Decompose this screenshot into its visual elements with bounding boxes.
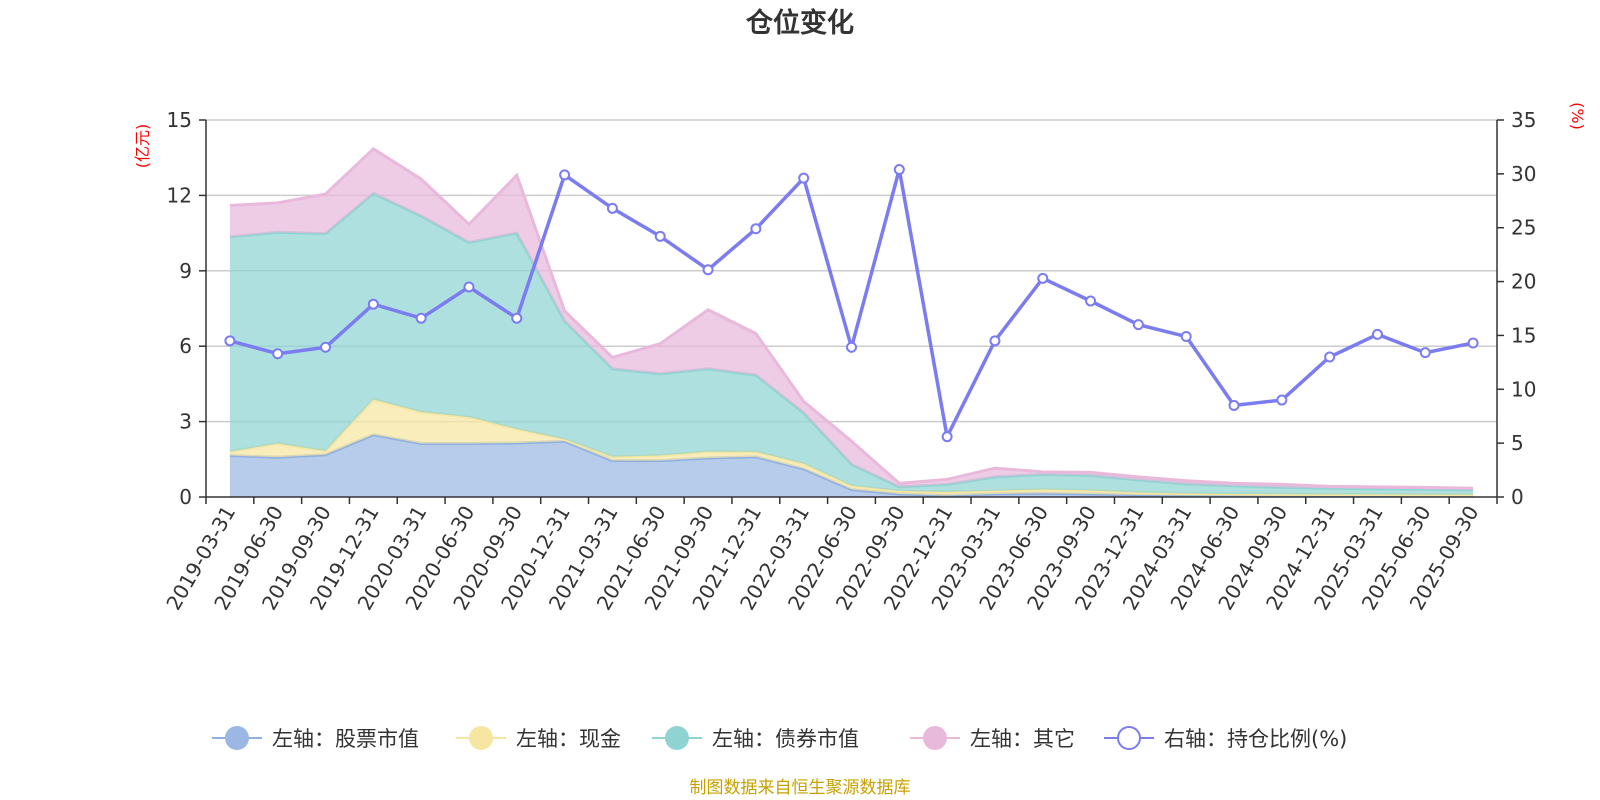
legend-label: 左轴：其它	[970, 727, 1075, 751]
chart-title: 仓位变化	[745, 7, 854, 39]
ratio-point	[893, 164, 905, 176]
ratio-point	[367, 298, 379, 310]
ratio-point	[1324, 351, 1336, 363]
ratio-point	[559, 169, 571, 181]
stacked-areas	[229, 147, 1474, 498]
ratio-point	[941, 431, 953, 443]
ratio-point	[1132, 319, 1144, 331]
ratio-point	[1467, 337, 1479, 349]
source-note: 制图数据来自恒生聚源数据库	[690, 778, 911, 798]
ratio-point	[1371, 328, 1383, 340]
right-axis-tick-label: 30	[1511, 162, 1536, 186]
area-series-3	[229, 193, 1474, 495]
right-axis-tick-label: 25	[1511, 216, 1536, 240]
legend-label: 右轴：持仓比例(%)	[1164, 727, 1347, 751]
area-series-1	[229, 434, 1474, 497]
ratio-point	[224, 335, 236, 347]
legend-swatch	[469, 726, 493, 750]
ratio-point	[1276, 394, 1288, 406]
legend-label: 左轴：债券市值	[712, 727, 859, 751]
left-axis-unit: (亿元)	[133, 124, 152, 169]
ratio-point	[798, 172, 810, 184]
ratio-point	[1419, 347, 1431, 359]
right-axis-tick-label: 0	[1511, 485, 1524, 509]
right-axis-tick-label: 35	[1511, 108, 1536, 132]
ratio-point	[1228, 399, 1240, 411]
area-series-4-edge	[229, 147, 1474, 490]
legend-label: 左轴：股票市值	[272, 727, 419, 751]
legend: 左轴：股票市值 左轴：现金 左轴：债券市值 左轴：其它 右轴：持仓比例(%)	[212, 726, 1347, 751]
right-axis-unit: (%)	[1568, 102, 1587, 130]
ratio-point	[1085, 295, 1097, 307]
legend-label: 左轴：现金	[516, 727, 621, 751]
ratio-point	[654, 230, 666, 242]
left-axis-tick-label: 0	[179, 485, 192, 509]
ratio-point	[989, 335, 1001, 347]
left-axis-tick-label: 6	[179, 334, 192, 358]
ratio-point	[750, 223, 762, 235]
ratio-point	[702, 264, 714, 276]
right-axis-tick-label: 20	[1511, 270, 1536, 294]
right-axis-tick-label: 15	[1511, 323, 1536, 347]
ratio-point	[320, 341, 332, 353]
left-axis-tick-label: 12	[167, 183, 192, 207]
ratio-point	[511, 312, 523, 324]
legend-swatch	[225, 726, 249, 750]
area-series-4	[229, 148, 1474, 490]
legend-item-5: 右轴：持仓比例(%)	[1104, 726, 1347, 751]
ratio-point	[1180, 331, 1192, 343]
ratio-point	[606, 202, 618, 214]
legend-item-4: 左轴：其它	[910, 726, 1075, 751]
legend-swatch	[923, 726, 947, 750]
legend-item-2: 左轴：现金	[456, 726, 621, 751]
left-axis-tick-label: 9	[179, 259, 192, 283]
ratio-point	[846, 341, 857, 353]
ratio-point	[463, 281, 475, 293]
left-axis-tick-label: 3	[179, 410, 192, 434]
holding-ratio-line	[224, 164, 1479, 443]
ratio-point	[272, 348, 284, 360]
left-axis-tick-label: 15	[167, 108, 192, 132]
legend-swatch	[665, 726, 689, 750]
legend-swatch	[1117, 726, 1141, 750]
ratio-point	[415, 312, 427, 324]
right-axis-tick-label: 10	[1511, 377, 1536, 401]
ratio-point	[1037, 272, 1049, 284]
legend-item-3: 左轴：债券市值	[652, 726, 859, 751]
legend-item-1: 左轴：股票市值	[212, 726, 419, 751]
right-axis-tick-label: 5	[1511, 431, 1524, 455]
